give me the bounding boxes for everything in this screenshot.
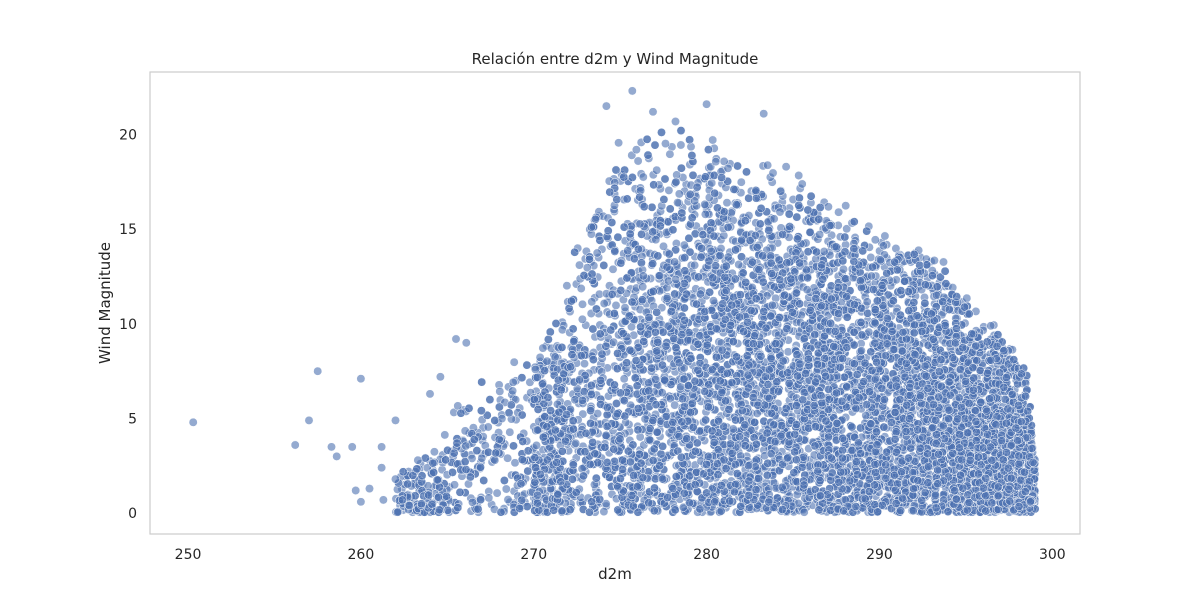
data-point [823,202,833,212]
data-point [580,359,589,369]
data-point [768,168,778,178]
data-point [670,400,680,410]
data-point [673,198,683,208]
data-point [659,241,668,251]
data-point [657,388,667,398]
data-point [776,186,786,196]
data-point [525,377,535,387]
data-point [870,235,880,245]
data-point [866,252,876,262]
data-point [929,256,939,265]
data-point [578,299,587,309]
data-point [879,241,888,251]
data-point [671,117,680,126]
data-point [841,201,851,211]
data-point [794,171,804,180]
data-point [783,347,793,357]
data-point [962,293,972,303]
data-point [509,357,519,367]
points-layer [188,86,1040,517]
data-point [619,374,629,384]
data-point [708,135,718,145]
data-point [508,386,518,396]
data-point [505,427,515,437]
data-point [620,303,630,313]
data-point [663,276,673,286]
data-point [665,394,675,404]
chart-title: Relación entre d2m y Wind Magnitude [472,50,759,68]
data-point [608,264,618,274]
data-point [611,300,621,310]
data-point [781,162,791,172]
data-point [577,314,587,324]
data-point [842,224,852,234]
data-point [700,209,710,219]
data-point [722,198,732,208]
data-point [880,231,890,241]
data-point [661,139,670,149]
data-point [709,296,718,306]
data-point [736,177,746,187]
data-point [508,377,518,387]
data-point [575,260,584,270]
